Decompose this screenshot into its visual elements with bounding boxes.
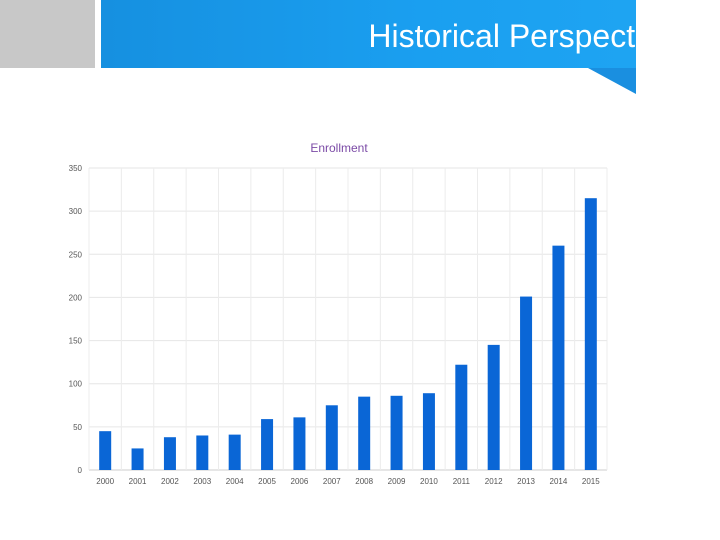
bar-2012 <box>487 344 500 470</box>
header-gray-block <box>0 0 95 68</box>
header-banner <box>101 0 636 68</box>
y-tick-label: 50 <box>73 423 82 432</box>
x-tick-label: 2010 <box>420 477 438 486</box>
x-axis-ticks: 2000 2001 2002 2003 2004 2005 2006 2007 2008 2009… <box>96 477 600 486</box>
bar-2013 <box>520 296 533 470</box>
x-tick-label: 2012 <box>485 477 503 486</box>
bar-2014 <box>552 245 565 470</box>
x-tick-label: 2002 <box>161 477 179 486</box>
x-tick-label: 2005 <box>258 477 276 486</box>
bar-2002 <box>163 437 176 470</box>
x-tick-label: 2007 <box>323 477 341 486</box>
bar-2015 <box>584 198 597 470</box>
bar-2001 <box>131 448 144 470</box>
x-tick-label: 2000 <box>96 477 114 486</box>
y-axis-ticks: 0 50 100 150 200 250 300 350 <box>69 164 83 475</box>
x-tick-label: 2014 <box>550 477 568 486</box>
x-tick-label: 2001 <box>129 477 147 486</box>
x-tick-label: 2003 <box>193 477 211 486</box>
slide-title: Historical Perspective <box>368 18 676 54</box>
y-tick-label: 0 <box>78 466 83 475</box>
bar-2010 <box>422 393 435 470</box>
bar-2004 <box>228 434 241 470</box>
bar-2000 <box>99 431 112 470</box>
bar-2005 <box>261 419 274 470</box>
y-tick-label: 100 <box>69 380 83 389</box>
bar-2006 <box>293 417 306 470</box>
y-tick-label: 350 <box>69 164 83 173</box>
x-tick-label: 2004 <box>226 477 244 486</box>
bar-2007 <box>325 405 338 470</box>
header-divider <box>95 0 101 68</box>
y-tick-label: 200 <box>69 293 83 302</box>
chart-bars <box>99 198 597 470</box>
bar-2009 <box>390 395 403 470</box>
bar-2003 <box>196 435 209 470</box>
x-tick-label: 2006 <box>291 477 309 486</box>
header-banner-tab <box>588 68 636 94</box>
bar-2011 <box>455 364 468 470</box>
x-tick-label: 2011 <box>453 477 471 486</box>
bar-2008 <box>358 396 371 470</box>
chart-title: Enrollment <box>310 141 368 155</box>
x-tick-label: 2015 <box>582 477 600 486</box>
x-tick-label: 2008 <box>355 477 373 486</box>
x-tick-label: 2013 <box>517 477 535 486</box>
y-tick-label: 300 <box>69 207 83 216</box>
y-tick-label: 250 <box>69 250 83 259</box>
y-tick-label: 150 <box>69 337 83 346</box>
x-tick-label: 2009 <box>388 477 406 486</box>
